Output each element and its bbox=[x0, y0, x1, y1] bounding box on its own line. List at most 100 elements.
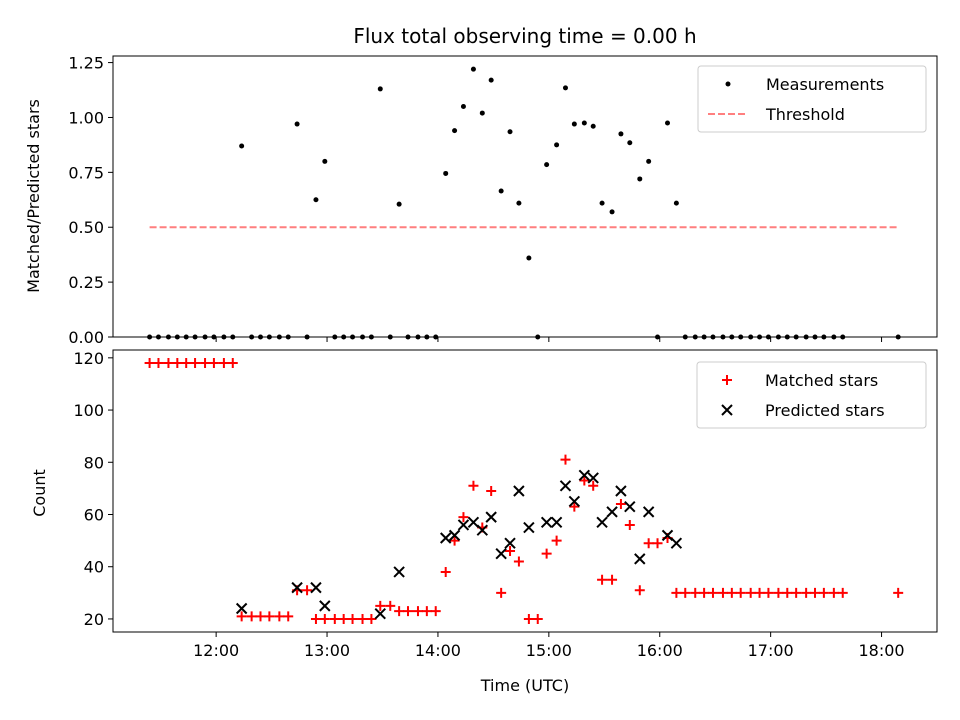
dot-point-36 bbox=[479, 110, 485, 116]
plus-point-71 bbox=[801, 587, 812, 598]
plus-point-60 bbox=[699, 587, 710, 598]
x-tick-label: 12:00 bbox=[193, 641, 239, 660]
dot-point-54 bbox=[646, 158, 652, 164]
plus-point-50 bbox=[607, 574, 618, 585]
plus-point-73 bbox=[818, 587, 829, 598]
plus-point-37 bbox=[486, 486, 497, 496]
dot-point-45 bbox=[562, 85, 568, 91]
x-tick-label: 17:00 bbox=[748, 641, 794, 660]
x-point-4 bbox=[374, 608, 386, 620]
dot-point-41 bbox=[526, 255, 532, 261]
axes-frame bbox=[112, 349, 938, 633]
plus-point-18 bbox=[310, 613, 321, 624]
plus-point-39 bbox=[505, 546, 516, 557]
plus-point-48 bbox=[588, 480, 599, 491]
plus-point-22 bbox=[347, 613, 358, 624]
plus-point-67 bbox=[763, 587, 774, 598]
plus-point-1 bbox=[153, 358, 164, 369]
x-point-15 bbox=[523, 521, 535, 534]
plus-point-30 bbox=[421, 606, 432, 617]
plus-point-68 bbox=[773, 587, 784, 598]
x-point-5 bbox=[393, 566, 405, 578]
plus-point-6 bbox=[200, 358, 211, 369]
x-point-25 bbox=[624, 500, 636, 513]
legend: Measurements Threshold bbox=[697, 65, 927, 133]
plus-point-55 bbox=[652, 538, 663, 549]
plus-point-40 bbox=[513, 556, 524, 567]
plus-point-14 bbox=[274, 611, 285, 622]
plus-point-21 bbox=[338, 613, 349, 624]
legend-x-icon bbox=[721, 404, 733, 416]
plus-point-65 bbox=[745, 587, 756, 598]
plus-point-35 bbox=[468, 480, 479, 491]
plus-point-44 bbox=[551, 535, 562, 546]
legend-plus-icon bbox=[722, 375, 732, 385]
x-point-6 bbox=[439, 532, 452, 544]
legend: Matched stars Predicted stars bbox=[696, 361, 927, 429]
y-tick-label: 1.25 bbox=[68, 54, 104, 73]
plus-point-38 bbox=[496, 587, 507, 598]
x-tick-label: 18:00 bbox=[858, 641, 904, 660]
axes-frame bbox=[112, 55, 938, 338]
plus-point-26 bbox=[385, 600, 396, 611]
plus-point-10 bbox=[236, 611, 247, 622]
x-point-17 bbox=[550, 516, 563, 529]
dot-point-51 bbox=[618, 131, 624, 137]
x-point-8 bbox=[457, 519, 470, 531]
plus-point-0 bbox=[144, 358, 155, 369]
y-tick-label: 60 bbox=[84, 506, 104, 525]
plus-point-24 bbox=[366, 613, 377, 624]
legend-label: Predicted stars bbox=[765, 401, 885, 420]
x-point-18 bbox=[559, 480, 572, 492]
dot-point-19 bbox=[322, 158, 328, 164]
plus-point-12 bbox=[255, 611, 266, 622]
dot-point-25 bbox=[377, 86, 383, 92]
plus-point-27 bbox=[394, 606, 405, 617]
x-point-29 bbox=[670, 537, 683, 549]
dot-point-47 bbox=[581, 120, 587, 126]
plus-point-69 bbox=[782, 587, 793, 598]
plus-point-53 bbox=[634, 585, 645, 596]
series-measurements bbox=[147, 66, 901, 340]
dot-point-32 bbox=[443, 170, 449, 176]
dot-point-10 bbox=[239, 143, 245, 149]
plus-point-29 bbox=[412, 606, 423, 617]
plus-point-61 bbox=[707, 587, 718, 598]
plus-point-4 bbox=[181, 358, 192, 369]
plus-point-63 bbox=[726, 587, 737, 598]
plus-point-11 bbox=[246, 611, 257, 622]
dot-point-37 bbox=[488, 77, 494, 83]
dot-point-50 bbox=[609, 209, 615, 215]
x-tick-label: 14:00 bbox=[415, 641, 461, 660]
dot-point-53 bbox=[637, 176, 643, 182]
x-point-21 bbox=[587, 472, 599, 484]
plus-point-23 bbox=[357, 613, 368, 624]
y-tick-label: 100 bbox=[73, 401, 104, 420]
plus-point-9 bbox=[227, 358, 238, 369]
plus-point-2 bbox=[163, 358, 174, 369]
dot-point-40 bbox=[516, 200, 522, 206]
dot-point-56 bbox=[665, 120, 671, 126]
x-point-11 bbox=[485, 511, 497, 523]
plus-point-47 bbox=[579, 475, 590, 486]
plus-point-58 bbox=[680, 587, 691, 598]
plus-point-45 bbox=[560, 454, 571, 465]
plus-point-20 bbox=[329, 613, 340, 624]
dot-point-44 bbox=[554, 142, 560, 148]
plus-point-46 bbox=[569, 501, 580, 512]
dot-point-27 bbox=[396, 201, 402, 207]
x-point-26 bbox=[634, 553, 646, 565]
x-tick-label: 15:00 bbox=[526, 641, 572, 660]
x-tick-label: 16:00 bbox=[637, 641, 683, 660]
plus-point-28 bbox=[402, 606, 413, 617]
y-tick-label: 120 bbox=[73, 349, 104, 368]
x-point-13 bbox=[504, 537, 516, 549]
dot-point-18 bbox=[313, 197, 319, 203]
x-point-14 bbox=[513, 485, 525, 497]
plus-point-8 bbox=[218, 358, 229, 369]
y-tick-label: 1.00 bbox=[68, 108, 104, 127]
dot-point-33 bbox=[452, 128, 458, 134]
bottom-panel: 12:00 13:00 14:00 15:00 16:00 17:00 18:00 20 40 6… bbox=[73, 349, 938, 660]
plus-point-25 bbox=[375, 600, 386, 611]
